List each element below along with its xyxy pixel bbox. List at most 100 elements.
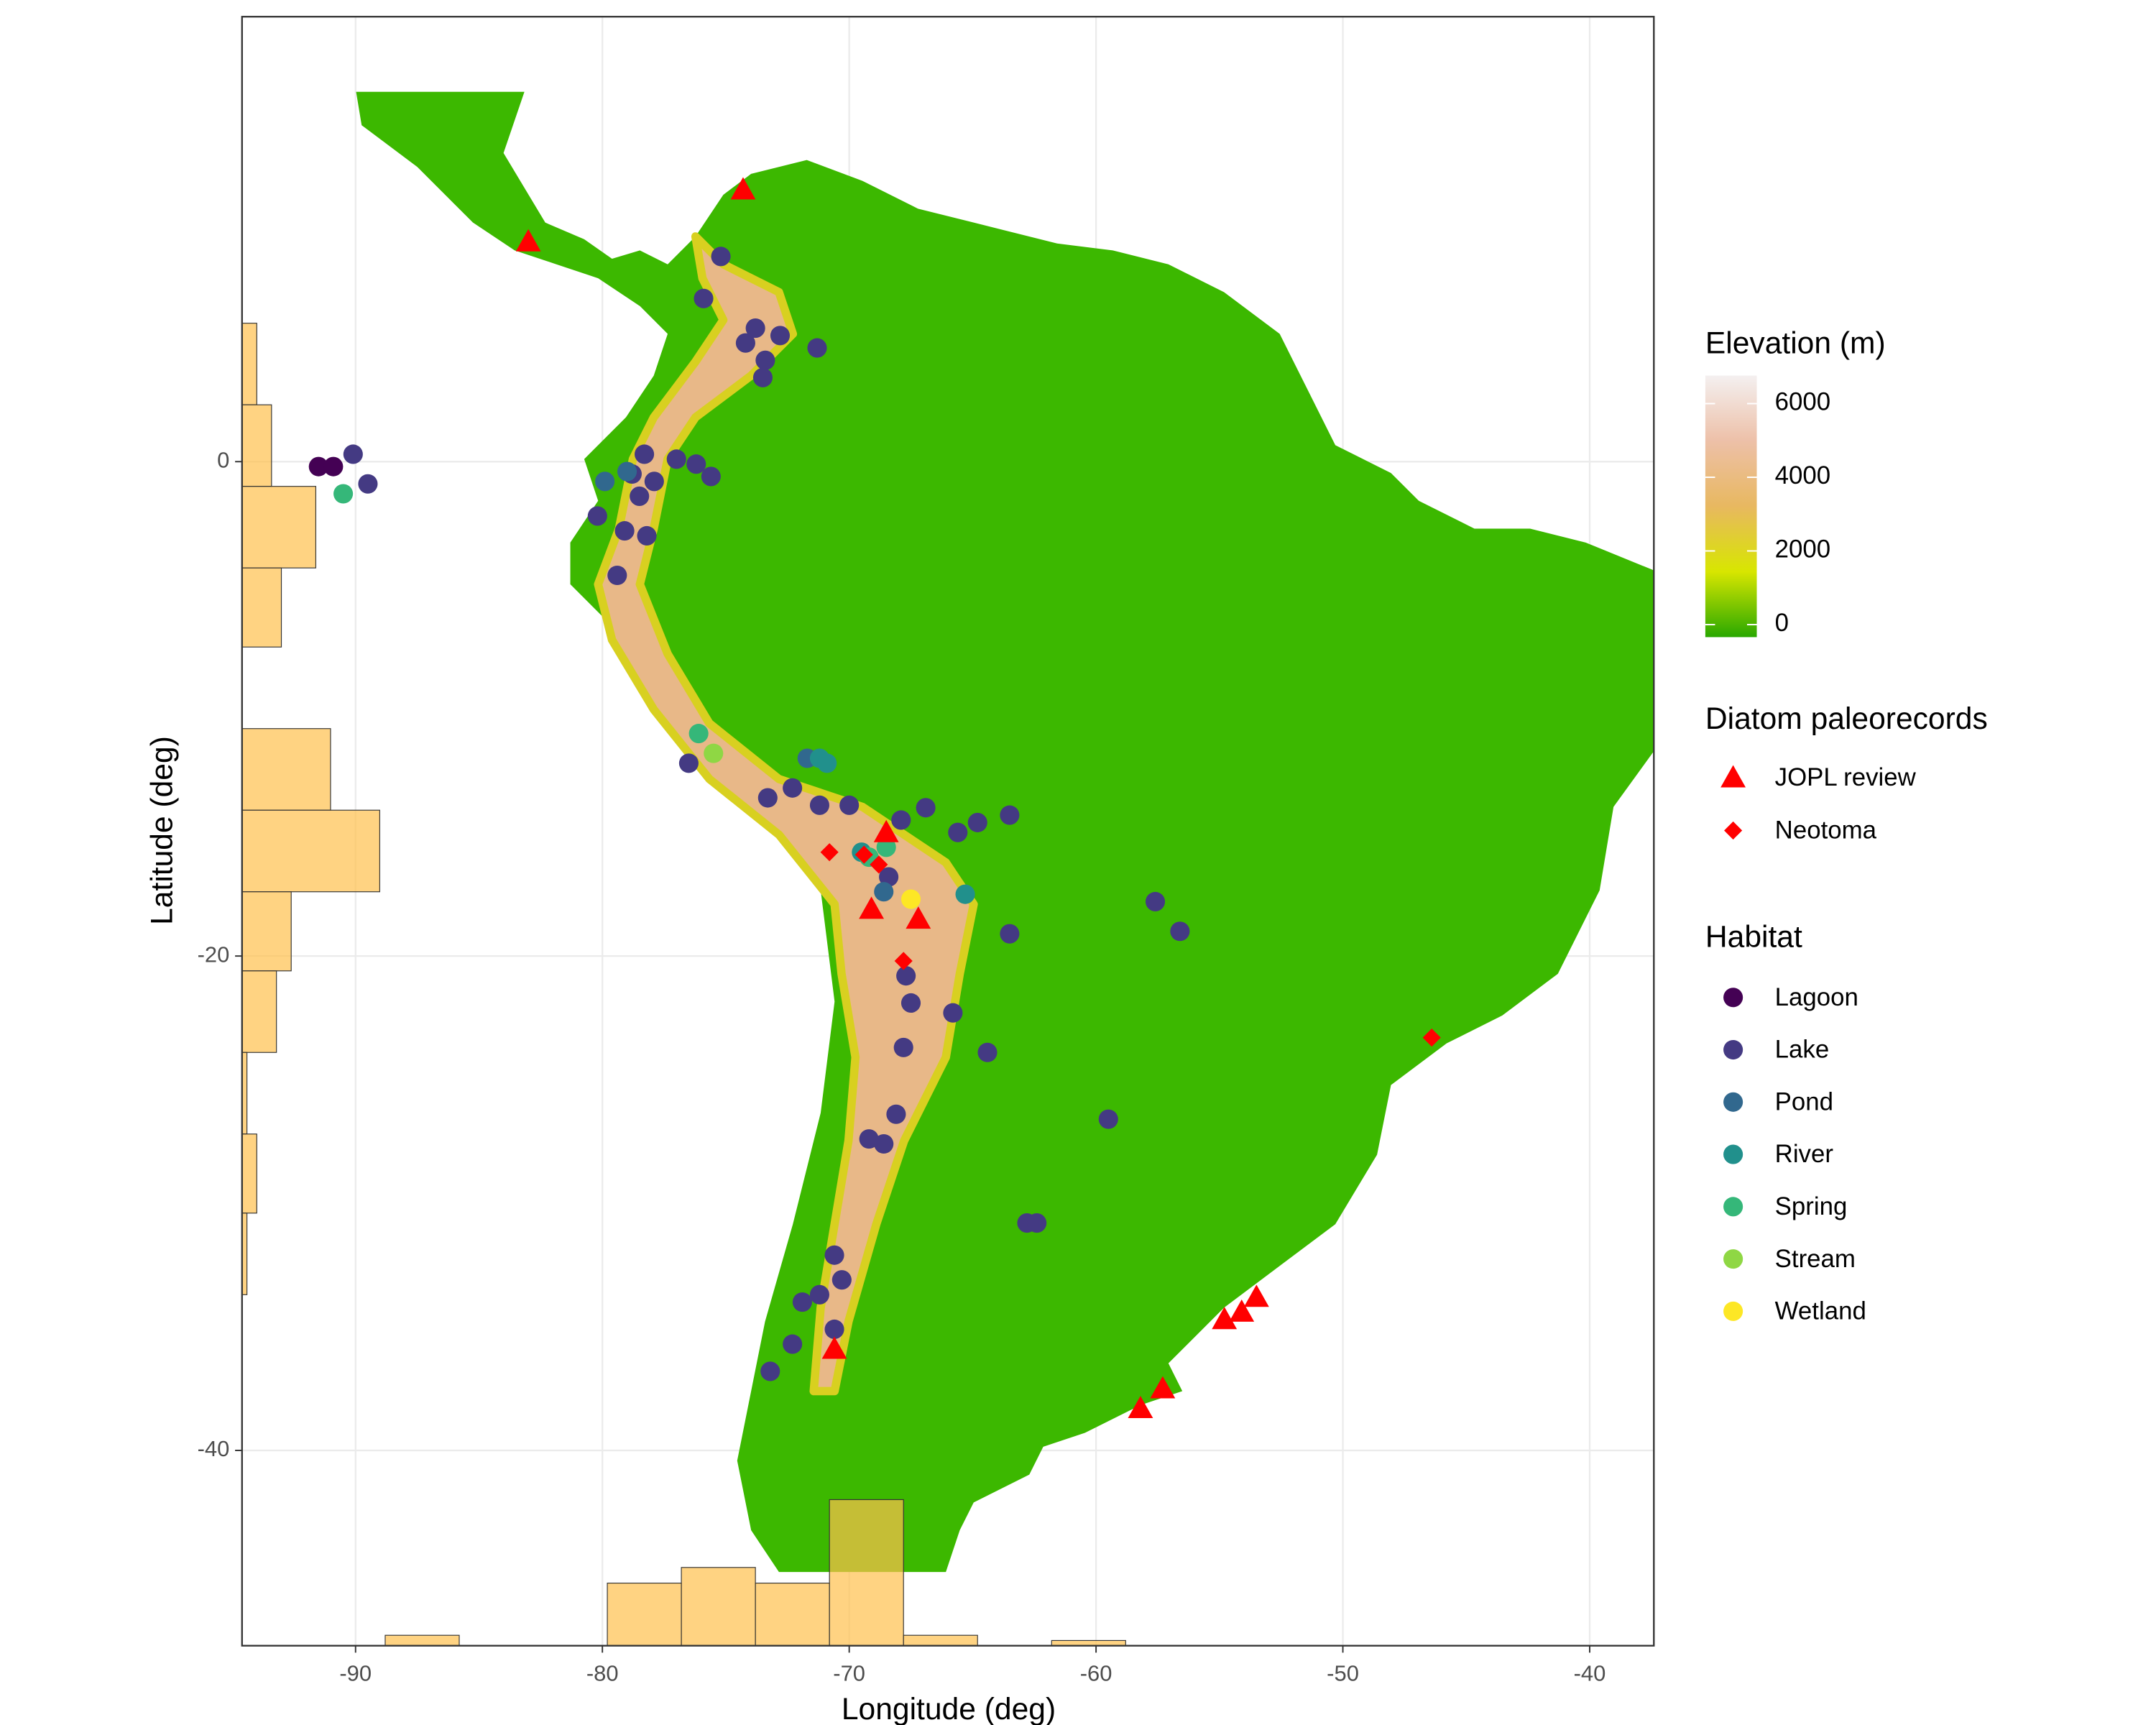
histogram-bar: [607, 1583, 682, 1647]
legend-label: River: [1775, 1140, 1834, 1168]
data-point: [630, 486, 650, 506]
data-point: [308, 456, 328, 477]
data-point: [820, 843, 839, 862]
y-axis-title: Latitude (deg): [145, 736, 180, 925]
histogram-bar: [241, 404, 272, 487]
histogram-bar: [755, 1583, 830, 1647]
data-point: [839, 795, 860, 815]
legend-label: Lake: [1775, 1036, 1830, 1064]
data-point: [644, 472, 664, 492]
data-point: [711, 247, 731, 267]
colorbar-label: 4000: [1775, 461, 1830, 489]
data-point: [870, 855, 888, 874]
data-point: [874, 882, 894, 902]
legend-symbol: [1723, 1249, 1743, 1269]
data-point: [967, 812, 987, 832]
data-point: [607, 565, 627, 586]
data-point: [896, 966, 916, 986]
data-point: [900, 993, 921, 1013]
histogram-bar: [384, 1634, 460, 1647]
data-point: [701, 466, 721, 487]
data-point: [1128, 1396, 1153, 1419]
data-point: [824, 1245, 844, 1265]
legend-label: JOPL review: [1775, 763, 1917, 791]
data-point: [745, 318, 765, 339]
legend-symbol: [1723, 1301, 1743, 1321]
data-point: [916, 798, 936, 818]
data-point: [809, 795, 829, 815]
legend-label: Lagoon: [1775, 983, 1858, 1011]
data-point: [783, 778, 803, 798]
data-point: [893, 1037, 913, 1057]
legend-label: Pond: [1775, 1087, 1833, 1116]
data-point: [617, 461, 637, 482]
data-point: [1145, 891, 1166, 912]
x-tick-label: -60: [1080, 1660, 1112, 1685]
data-point: [1422, 1029, 1441, 1047]
data-point: [752, 367, 773, 387]
data-point: [595, 472, 615, 492]
data-point: [515, 229, 541, 252]
data-point: [1212, 1307, 1238, 1330]
data-point: [1000, 924, 1020, 944]
legend-label: Spring: [1775, 1192, 1848, 1220]
data-point: [792, 1292, 812, 1312]
legend-title: Habitat: [1705, 920, 1802, 954]
histogram-bar: [241, 486, 317, 569]
panel-border: [241, 16, 1655, 1647]
histograms: [241, 323, 1126, 1647]
x-tick-label: -40: [1574, 1660, 1606, 1685]
data-point: [1170, 921, 1190, 942]
x-tick-label: -80: [586, 1660, 619, 1685]
data-point: [906, 906, 931, 929]
data-point: [704, 743, 724, 763]
data-point: [735, 333, 755, 353]
data-point: [807, 338, 827, 358]
x-tick-label: -70: [833, 1660, 865, 1685]
histogram-bar: [241, 891, 292, 972]
colorbar-label: 6000: [1775, 388, 1830, 416]
data-point: [1150, 1376, 1176, 1399]
legend-label: Stream: [1775, 1245, 1856, 1273]
legend-symbol: [1720, 765, 1746, 788]
data-point: [943, 1003, 963, 1023]
data-point: [730, 177, 756, 200]
legend-label: Neotoma: [1775, 816, 1877, 845]
legend-title: Diatom paleorecords: [1705, 702, 1988, 736]
data-point: [1243, 1284, 1269, 1307]
legend-symbol: [1723, 988, 1743, 1008]
legend-symbol: [1723, 1144, 1743, 1164]
data-point: [323, 456, 344, 477]
data-point: [343, 444, 363, 464]
histogram-bar: [903, 1634, 978, 1647]
y-tick-label: 0: [217, 447, 229, 472]
data-point: [831, 1270, 852, 1290]
colorbar-label: 0: [1775, 609, 1789, 637]
histogram-bar: [681, 1567, 756, 1647]
data-point: [1098, 1109, 1118, 1129]
data-point: [874, 1133, 894, 1154]
data-point: [876, 837, 896, 857]
legend-label: Wetland: [1775, 1297, 1866, 1325]
histogram-bar: [241, 809, 380, 893]
data-point: [879, 867, 899, 887]
data-point: [859, 1129, 879, 1149]
data-point: [755, 350, 775, 370]
points: [308, 177, 1441, 1419]
data-point: [770, 326, 791, 346]
histogram-bar: [241, 1133, 257, 1214]
data-point: [886, 1104, 906, 1124]
legend-symbol: [1724, 821, 1743, 840]
data-point: [809, 1284, 829, 1305]
data-point: [686, 454, 706, 474]
histogram-bar: [241, 970, 277, 1053]
data-point: [900, 889, 921, 909]
y-tick-label: -40: [198, 1436, 230, 1461]
data-point: [637, 525, 657, 546]
legend-symbol: [1723, 1197, 1743, 1217]
data-point: [824, 1319, 844, 1340]
data-point: [977, 1042, 998, 1062]
data-point: [635, 444, 655, 464]
data-point: [760, 1361, 780, 1381]
